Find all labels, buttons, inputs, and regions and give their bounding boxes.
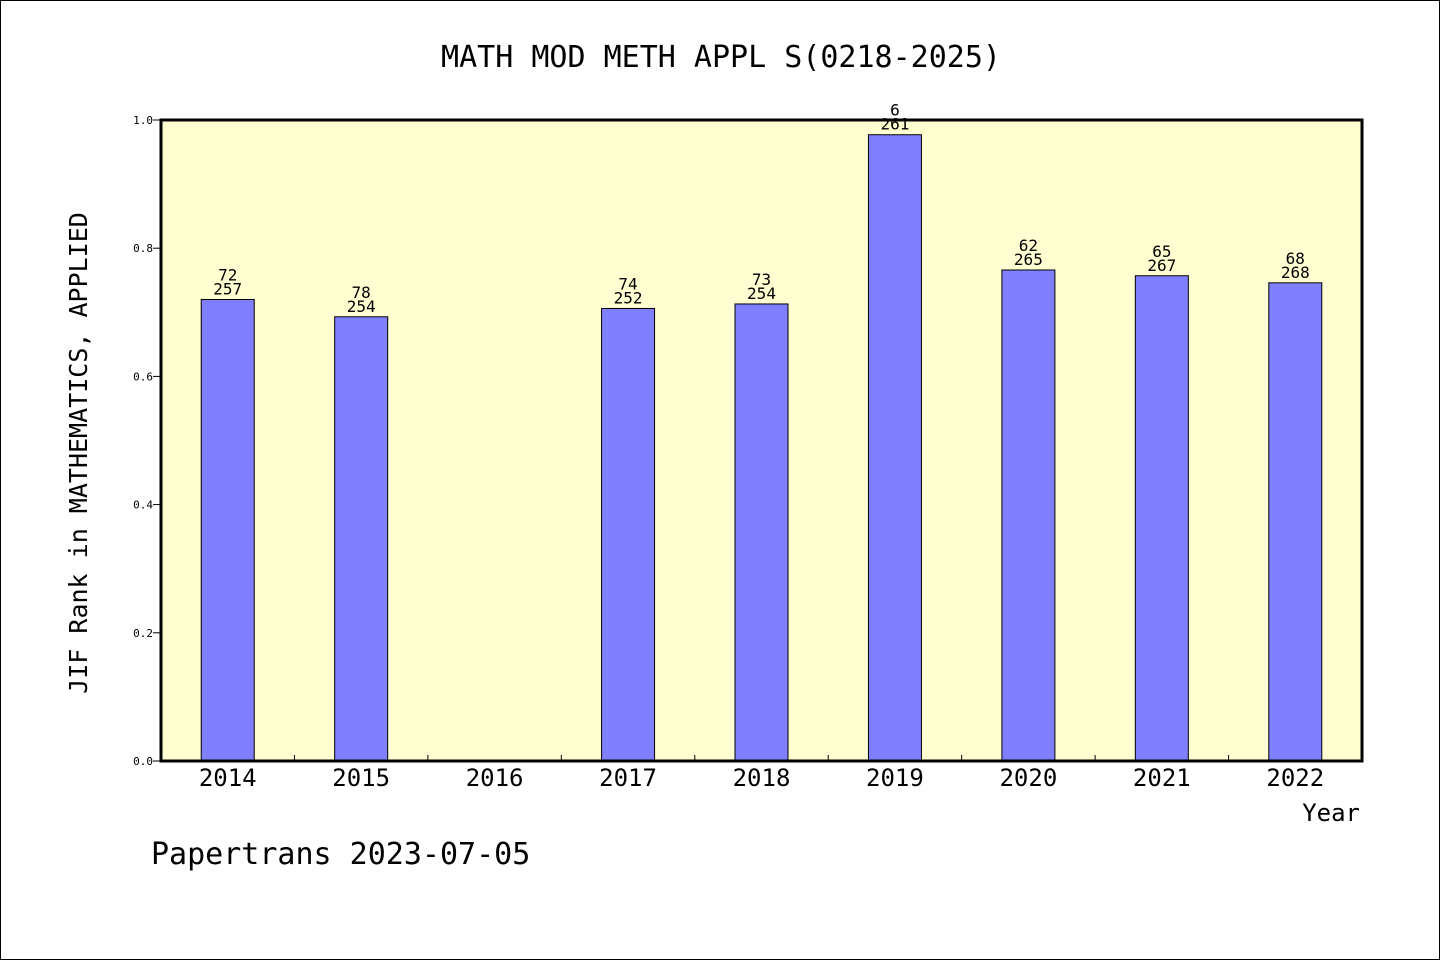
bar-rank-label: 74 (618, 274, 637, 293)
bar-rank-label: 62 (1019, 236, 1038, 255)
bar-total-label: 257 (213, 279, 242, 298)
bar (734, 303, 789, 762)
footer-watermark: Papertrans 2023-07-05 (151, 837, 530, 872)
bar-rank-label: 78 (352, 283, 371, 302)
bar-total-label: 268 (1281, 263, 1310, 282)
y-tick-label: 0.6 (133, 370, 153, 383)
x-tick-label: 2016 (466, 764, 524, 792)
x-axis-label: Year (1302, 799, 1360, 827)
y-tick-label: 0.2 (133, 627, 153, 640)
bar (601, 307, 656, 762)
bar-rank-label: 72 (218, 265, 237, 284)
y-tick-label: 1.0 (133, 114, 153, 127)
bar-total-label: 261 (880, 115, 909, 134)
bar-rank-label: 68 (1286, 249, 1305, 268)
x-tick-label: 2017 (599, 764, 657, 792)
plot-border (159, 118, 1364, 763)
bar-total-label: 265 (1014, 250, 1043, 269)
y-tick-label: 0.0 (133, 755, 153, 768)
x-tick-label: 2020 (999, 764, 1057, 792)
x-axis: 2014 2015 2016 2017 2018 2019 2020 2021 2022 (199, 755, 1324, 792)
bar (1001, 269, 1056, 762)
bar (334, 316, 389, 762)
x-tick-label: 2014 (199, 764, 257, 792)
bar-rank-label: 6 (890, 101, 900, 120)
y-tick-label: 0.8 (133, 242, 153, 255)
bar-rank-label: 73 (752, 270, 771, 289)
chart-title: MATH MOD METH APPL S(0218-2025) (441, 40, 1001, 75)
x-tick-label: 2018 (733, 764, 791, 792)
bar-total-label: 267 (1147, 256, 1176, 275)
y-axis: 0.0 0.2 0.4 0.6 0.8 1.0 (133, 114, 161, 768)
bar-total-label: 254 (347, 297, 376, 316)
bar (1134, 275, 1189, 762)
bar-rank-label: 65 (1152, 242, 1171, 261)
y-tick-label: 0.4 (133, 499, 153, 512)
bar (867, 134, 922, 762)
x-tick-label: 2022 (1266, 764, 1324, 792)
bar (200, 298, 255, 762)
bar-total-label: 254 (747, 284, 776, 303)
x-tick-label: 2019 (866, 764, 924, 792)
x-tick-label: 2021 (1133, 764, 1191, 792)
x-tick-label: 2015 (332, 764, 390, 792)
bar-total-label: 252 (614, 288, 643, 307)
y-axis-label: JIF Rank in MATHEMATICS, APPLIED (64, 212, 93, 694)
bar (1268, 282, 1323, 762)
